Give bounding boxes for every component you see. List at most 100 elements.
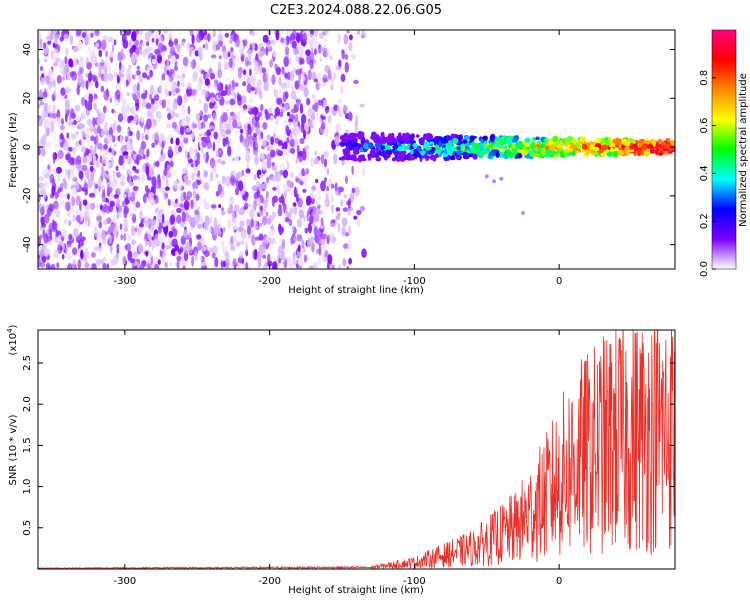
- spectrogram-noise-cell: [310, 156, 314, 168]
- spectrogram-noise-cell: [301, 114, 307, 124]
- spectrogram-noise-cell: [192, 73, 198, 78]
- spectrogram-noise-cell: [178, 183, 182, 190]
- spectrogram-noise-cell: [132, 83, 138, 95]
- snr-y-axis-label: SNR (10 * v/v): [8, 414, 19, 485]
- spectrogram-noise-cell: [101, 185, 105, 190]
- spectrogram-noise-cell: [193, 58, 196, 68]
- spectrogram-noise-cell: [324, 127, 329, 138]
- snr-panel: -300 -200 -100 0 0.5 1.0 1.5 2.0 2.5 Height of …: [6, 324, 676, 596]
- spectrogram-signal-cell: [563, 150, 567, 156]
- spectrogram-noise-cell: [135, 30, 140, 35]
- spectrogram-noise-cell: [138, 263, 145, 269]
- spectrogram-noise-cell: [310, 47, 314, 53]
- spectrogram-noise-cell: [118, 156, 124, 166]
- spectrogram-noise-cell: [103, 89, 110, 101]
- spectrogram-noise-cell: [144, 31, 151, 41]
- spectrogram-noise-cell: [106, 134, 113, 144]
- spectrogram-signal-cell: [604, 140, 611, 146]
- spectrogram-noise-cell: [47, 104, 52, 112]
- y-tick-label: -40: [22, 236, 33, 252]
- spectrogram-noise-cell: [153, 161, 156, 169]
- spectrogram-noise-cell: [196, 223, 203, 229]
- spectrogram-noise-cell: [198, 254, 202, 264]
- spectrogram-noise-cell: [225, 78, 232, 83]
- spectrogram-noise-cell: [200, 70, 206, 75]
- spectrogram-noise-cell: [310, 30, 315, 35]
- spectrogram-noise-cell: [203, 220, 209, 231]
- spectrogram-noise-cell: [166, 171, 172, 178]
- spectrogram-noise-cell: [234, 37, 241, 48]
- spectrogram-noise-cell: [150, 84, 154, 96]
- spectrogram-noise-cell: [52, 62, 58, 67]
- spectrogram-noise-cell: [52, 219, 55, 230]
- spectrogram-noise-cell: [267, 253, 271, 262]
- spectrogram-noise-cell: [164, 229, 168, 237]
- spectrogram-signal-cell: [515, 142, 519, 146]
- spectrogram-noise-cell: [105, 173, 112, 179]
- spectrogram-noise-cell: [213, 225, 220, 236]
- spectrogram-noise-cell: [141, 72, 148, 79]
- spectrogram-noise-cell: [302, 247, 306, 253]
- spectrogram-noise-cell: [203, 30, 207, 36]
- spectrogram-noise-cell: [284, 104, 289, 112]
- spectrogram-signal-cell: [500, 139, 505, 143]
- spectrogram-noise-cell: [179, 45, 183, 57]
- spectrogram-noise-cell: [194, 155, 198, 161]
- spectrogram-signal-cell: [524, 137, 531, 143]
- spectrogram-noise-cell: [134, 71, 137, 81]
- spectrogram-noise-cell: [167, 112, 172, 121]
- spectrogram-noise-cell: [38, 247, 41, 256]
- spectrogram-noise-cell: [257, 183, 264, 191]
- spectrogram-signal-cell: [538, 147, 542, 153]
- spectrogram-noise-cell: [255, 60, 258, 66]
- spectrogram-noise-cell: [140, 140, 147, 150]
- scale-suffix: ): [8, 324, 19, 328]
- spectrogram-noise-cell: [78, 239, 84, 247]
- spectrogram-noise-cell: [254, 236, 261, 241]
- spectrogram-noise-cell: [59, 124, 65, 131]
- spectrogram-noise-cell: [279, 238, 283, 244]
- spectrogram-noise-cell: [87, 217, 91, 228]
- spectrogram-noise-cell: [67, 193, 70, 200]
- spectrogram-noise-cell: [133, 251, 139, 258]
- spectrogram-noise-cell: [75, 32, 81, 37]
- spectrogram-noise-cell: [330, 84, 334, 91]
- spectrogram-noise-cell: [225, 88, 232, 96]
- spectrogram-noise-cell: [116, 243, 120, 250]
- spectrogram-noise-cell: [108, 36, 114, 43]
- spectrogram-noise-cell: [252, 146, 259, 156]
- spectrogram-noise-cell: [279, 249, 286, 261]
- spectrogram-signal-cell: [396, 138, 403, 142]
- spectrogram-noise-cell: [137, 82, 140, 93]
- spectrogram-noise-cell: [221, 210, 226, 216]
- spectrogram-noise-cell: [185, 115, 191, 125]
- spectrogram-noise-cell: [289, 138, 296, 148]
- spectrogram-noise-cell: [217, 61, 222, 72]
- spectrogram-signal-cell: [505, 137, 513, 145]
- spectrogram-noise-cell: [286, 188, 292, 193]
- spectrogram-noise-cell: [103, 149, 107, 156]
- spectrogram-noise-cell: [67, 146, 73, 152]
- spectrogram-noise-cell: [322, 211, 326, 218]
- spectrogram-noise-cell: [278, 204, 282, 210]
- spectrogram-noise-cell: [149, 93, 153, 101]
- spectrogram-noise-cell: [201, 89, 207, 96]
- spectrogram-noise-cell: [85, 100, 92, 111]
- spectrogram-noise-cell: [87, 152, 93, 163]
- spectrogram-signal-cell: [637, 143, 642, 148]
- spectrogram-noise-cell: [49, 173, 55, 184]
- spectrogram-noise-cell: [334, 135, 339, 146]
- spectrogram-noise-cell: [162, 248, 167, 258]
- spectrogram-noise-cell: [298, 209, 304, 219]
- spectrogram-noise-cell: [319, 117, 322, 126]
- spectrogram-noise-cell: [196, 234, 202, 240]
- spectrogram-noise-cell: [153, 263, 160, 269]
- spectrogram-signal-cell: [636, 150, 642, 157]
- spectrogram-noise-cell: [92, 117, 96, 128]
- spectrogram-noise-cell: [43, 102, 49, 112]
- spectrogram-noise-cell: [193, 93, 197, 103]
- spectrogram-noise-cell: [313, 225, 318, 237]
- spectrogram-noise-cell: [347, 239, 352, 250]
- spectrogram-noise-cell: [255, 86, 260, 93]
- spectrogram-noise-cell: [176, 214, 182, 224]
